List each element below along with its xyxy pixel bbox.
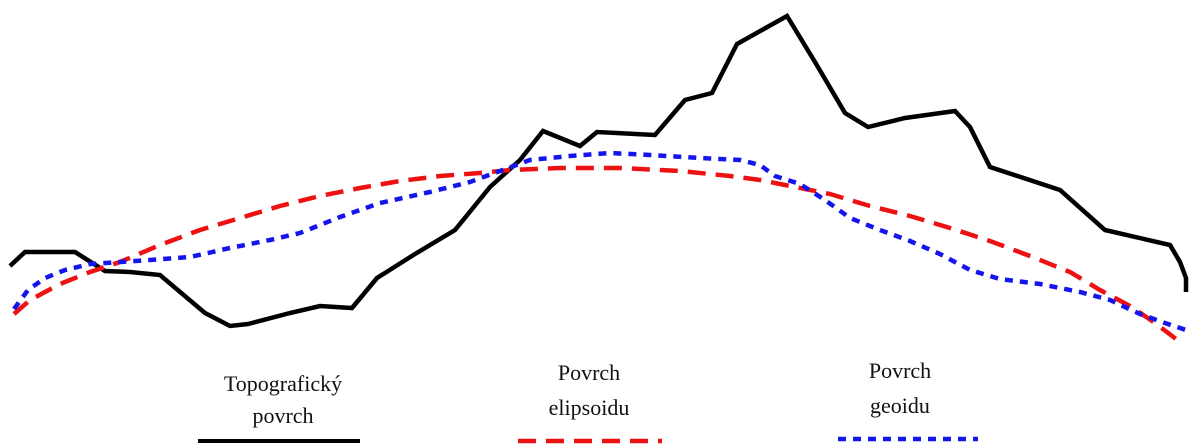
- legend-geoid-label-line1: Povrch: [869, 358, 931, 383]
- legend-topography-label-line2: povrch: [252, 403, 313, 428]
- legend-item-geoid: Povrch geoidu: [838, 358, 978, 442]
- ellipsoid-surface-line: [12, 165, 1182, 344]
- legend-geoid-label-line2: geoidu: [870, 393, 930, 418]
- topographic-surface-line: [8, 12, 1189, 329]
- legend-ellipsoid-label-line1: Povrch: [558, 360, 620, 385]
- geoid-surface-line: [12, 150, 1187, 333]
- legend-item-topography: Topografický povrch: [198, 371, 360, 443]
- legend-ellipsoid-label-line2: elipsoidu: [549, 395, 630, 420]
- legend: Topografický povrch Povrch elipsoidu Pov…: [198, 358, 978, 444]
- legend-item-ellipsoid: Povrch elipsoidu: [518, 360, 662, 444]
- legend-topography-label-line1: Topografický: [224, 371, 342, 396]
